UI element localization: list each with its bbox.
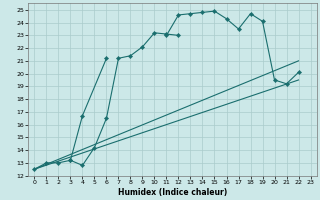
X-axis label: Humidex (Indice chaleur): Humidex (Indice chaleur) [118,188,227,197]
